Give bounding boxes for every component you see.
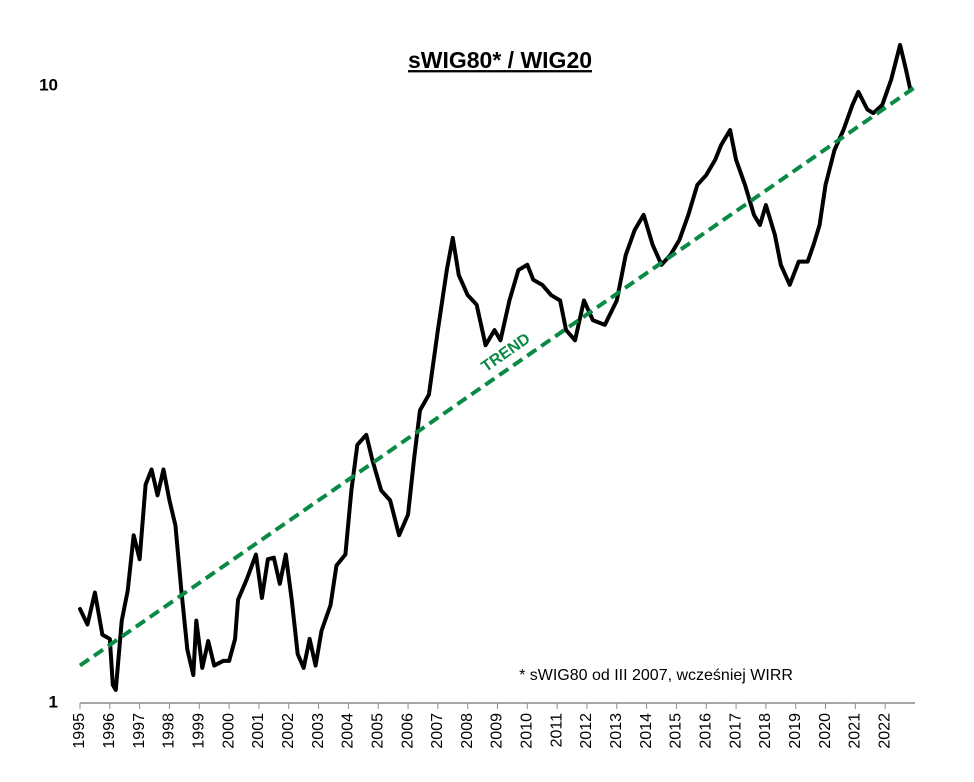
x-tick-label: 1995 bbox=[71, 713, 88, 749]
x-tick-label: 2011 bbox=[548, 713, 565, 748]
x-tick-label: 2001 bbox=[250, 713, 267, 749]
x-tick-label: 2020 bbox=[817, 713, 834, 749]
chart-title: sWIG80* / WIG20 bbox=[408, 47, 592, 73]
x-tick-label: 2003 bbox=[310, 713, 327, 749]
x-tick-label: 1999 bbox=[191, 713, 208, 749]
x-tick-label: 2010 bbox=[519, 713, 536, 749]
x-tick-label: 2013 bbox=[608, 713, 625, 749]
y-tick-label: 1 bbox=[49, 692, 58, 711]
x-tick-label: 2006 bbox=[399, 713, 416, 749]
x-tick-label: 1998 bbox=[161, 713, 178, 749]
x-tick-label: 2017 bbox=[727, 713, 744, 749]
x-tick-label: 2014 bbox=[638, 713, 655, 749]
x-tick-label: 2021 bbox=[847, 713, 864, 749]
x-tick-label: 2015 bbox=[668, 713, 685, 749]
x-tick-label: 2005 bbox=[369, 713, 386, 749]
x-tick-label: 2016 bbox=[697, 713, 714, 749]
x-tick-label: 2019 bbox=[787, 713, 804, 749]
x-tick-label: 1996 bbox=[101, 713, 118, 749]
x-tick-label: 2022 bbox=[876, 713, 893, 749]
trend-line bbox=[78, 85, 917, 668]
x-tick-label: 1997 bbox=[131, 713, 148, 749]
x-tick-label: 2008 bbox=[459, 713, 476, 749]
x-tick-label: 2000 bbox=[220, 713, 237, 749]
data-line bbox=[78, 42, 913, 692]
x-tick-label: 2002 bbox=[280, 713, 297, 749]
x-tick-label: 2004 bbox=[340, 713, 357, 749]
x-tick-label: 2018 bbox=[757, 713, 774, 749]
x-tick-label: 2012 bbox=[578, 713, 595, 749]
footnote: * sWIG80 od III 2007, wcześniej WIRR bbox=[519, 667, 793, 684]
x-tick-label: 2007 bbox=[429, 713, 446, 749]
y-tick-label: 10 bbox=[39, 75, 58, 94]
x-tick-label: 2009 bbox=[489, 713, 506, 749]
